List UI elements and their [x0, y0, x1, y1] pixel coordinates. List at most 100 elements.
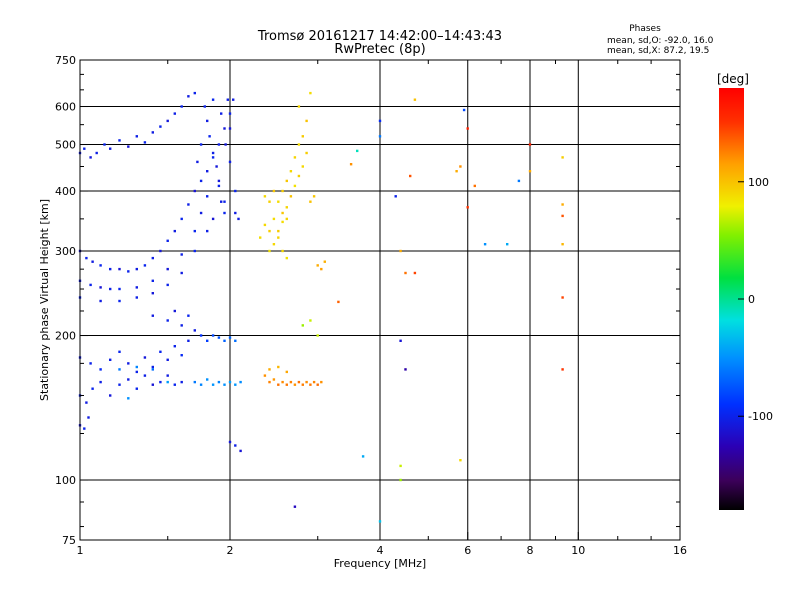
- data-point: [309, 383, 312, 386]
- data-point: [217, 184, 221, 188]
- data-point: [293, 156, 297, 159]
- y-tick-label: 750: [55, 54, 76, 67]
- data-point: [462, 108, 466, 112]
- data-point: [135, 370, 138, 374]
- data-point: [404, 368, 407, 371]
- x-axis-ticks: 1 2 4 6 8 10 16: [77, 60, 687, 557]
- data-point: [215, 165, 218, 168]
- data-point: [305, 151, 308, 155]
- data-point: [528, 143, 532, 146]
- data-point: [272, 217, 276, 221]
- data-point: [143, 264, 147, 267]
- data-point: [127, 145, 130, 148]
- x-tick-label: 6: [464, 544, 471, 557]
- data-point: [211, 151, 215, 155]
- data-point: [320, 267, 323, 271]
- data-point: [483, 243, 487, 246]
- data-points: [78, 91, 564, 523]
- data-point: [272, 189, 276, 193]
- data-point: [239, 449, 242, 453]
- data-point: [561, 203, 564, 206]
- data-point: [228, 160, 232, 164]
- data-point: [228, 112, 232, 115]
- data-point: [166, 358, 169, 361]
- data-point: [166, 267, 169, 271]
- data-point: [272, 243, 276, 246]
- data-point: [455, 170, 458, 173]
- data-point: [305, 380, 308, 384]
- data-point: [285, 256, 288, 260]
- data-point: [180, 105, 183, 108]
- data-point: [127, 378, 130, 381]
- data-point: [263, 195, 267, 198]
- data-point: [151, 256, 154, 260]
- data-point: [409, 174, 412, 178]
- data-point: [173, 112, 176, 115]
- data-point: [297, 143, 301, 146]
- data-point: [99, 286, 102, 289]
- data-point: [305, 119, 308, 123]
- chart-title: Tromsø 20161217 14:42:00–14:43:43: [257, 29, 502, 44]
- data-point: [166, 374, 169, 377]
- data-point: [356, 149, 359, 153]
- colorbar-ticks: -100 0 100: [738, 176, 773, 423]
- data-point: [217, 143, 221, 146]
- data-point: [151, 368, 154, 371]
- data-point: [459, 165, 462, 168]
- data-point: [404, 271, 407, 275]
- y-axis-ticks: 75 100 200 300 400 500 600 750: [55, 54, 680, 547]
- data-point: [506, 243, 509, 246]
- data-point: [206, 170, 209, 173]
- data-point: [166, 239, 169, 242]
- data-point: [83, 427, 86, 430]
- y-axis-label: Stationary phase Virtual Height [km]: [38, 199, 51, 401]
- data-point: [349, 163, 353, 166]
- data-point: [361, 455, 365, 458]
- data-point: [208, 135, 211, 138]
- data-point: [309, 91, 312, 95]
- data-point: [268, 249, 271, 253]
- colorbar-tick-label: 0: [748, 293, 755, 306]
- y-tick-label: 100: [55, 474, 76, 487]
- data-point: [118, 368, 121, 371]
- data-point: [528, 170, 532, 173]
- data-point: [151, 292, 154, 295]
- data-point: [99, 264, 102, 267]
- data-point: [234, 339, 237, 342]
- data-point: [223, 211, 226, 215]
- data-point: [316, 383, 319, 386]
- data-point: [143, 374, 147, 377]
- data-point: [301, 165, 304, 168]
- data-point: [289, 195, 293, 198]
- data-point: [193, 229, 196, 233]
- data-point: [135, 286, 138, 289]
- data-point: [180, 380, 183, 384]
- data-point: [196, 160, 199, 164]
- data-point: [109, 267, 112, 271]
- data-point: [297, 174, 301, 178]
- y-tick-label: 300: [55, 245, 76, 258]
- data-point: [166, 380, 169, 384]
- data-point: [109, 394, 112, 397]
- data-point: [293, 383, 297, 386]
- data-point: [293, 184, 297, 188]
- data-point: [561, 156, 564, 159]
- data-point: [143, 356, 147, 359]
- data-point: [135, 365, 138, 369]
- data-point: [289, 380, 293, 384]
- y-tick-label: 600: [55, 101, 76, 114]
- data-point: [89, 362, 92, 365]
- data-point: [301, 135, 304, 138]
- data-point: [399, 478, 402, 482]
- data-point: [399, 339, 402, 342]
- data-point: [99, 380, 102, 384]
- data-point: [223, 200, 226, 203]
- data-point: [237, 217, 240, 221]
- data-point: [187, 95, 190, 98]
- data-point: [173, 309, 176, 313]
- data-point: [85, 256, 88, 260]
- data-point: [312, 195, 316, 198]
- data-point: [301, 383, 304, 386]
- data-point: [234, 383, 237, 386]
